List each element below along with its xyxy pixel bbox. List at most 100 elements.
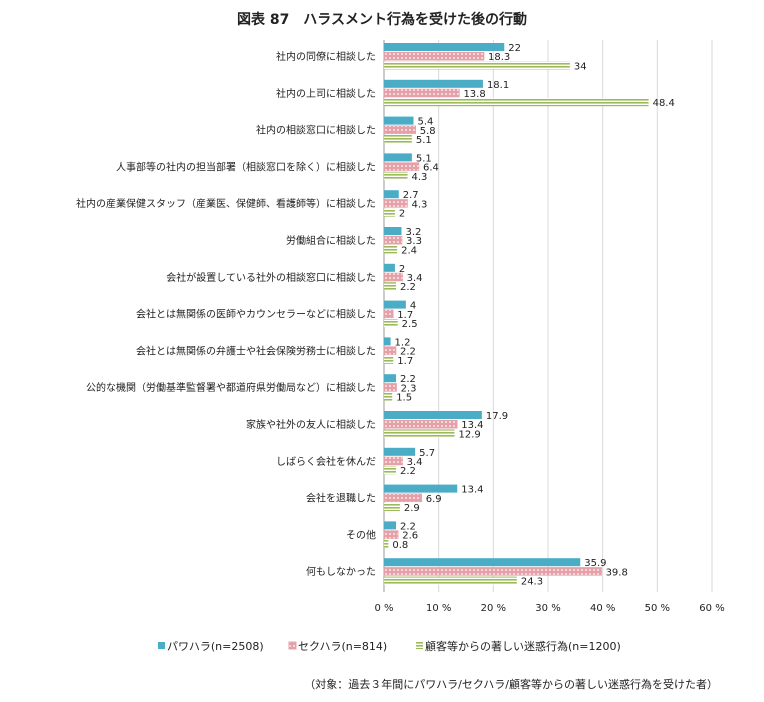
data-label: 48.4 [653, 98, 675, 109]
data-label: 2.3 [401, 383, 417, 394]
data-label: 5.8 [420, 126, 436, 137]
x-tick-label: 50 % [645, 603, 670, 614]
bar [384, 558, 581, 567]
data-label: 5.7 [419, 448, 435, 459]
chart-title: 図表 87 ハラスメント行為を受けた後の行動 [237, 11, 527, 28]
category-label: しばらく会社を休んだ [276, 455, 376, 468]
bar [383, 346, 397, 355]
data-label: 13.4 [461, 485, 483, 496]
bar [383, 383, 397, 392]
data-label: 2 [399, 209, 405, 220]
data-label: 2.2 [400, 282, 416, 293]
x-tick-label: 20 % [481, 603, 506, 614]
bar [384, 337, 391, 346]
data-label: 4.3 [412, 172, 428, 183]
data-label: 2.2 [400, 374, 416, 385]
x-tick-label: 40 % [590, 603, 615, 614]
data-label: 13.8 [463, 89, 485, 100]
data-label: 24.3 [521, 577, 543, 588]
bar [384, 411, 482, 419]
legend-swatch [416, 642, 423, 649]
legend-swatch [288, 641, 297, 650]
data-label: 3.3 [406, 236, 422, 247]
data-label: 2.5 [402, 319, 418, 330]
bar [384, 374, 397, 383]
x-tick-label: 0 % [374, 603, 393, 614]
bar [384, 43, 505, 51]
data-label: 5.1 [416, 153, 432, 164]
data-label: 2 [399, 264, 405, 275]
data-label: 2.9 [404, 503, 420, 514]
bar [384, 171, 408, 180]
category-label: 社内の相談窓口に相談した [256, 124, 376, 137]
bar [384, 263, 395, 272]
data-label: 6.4 [423, 163, 439, 174]
bar [384, 503, 400, 511]
data-label: 4.3 [412, 199, 428, 210]
data-label: 2.6 [402, 531, 418, 542]
bar [384, 447, 416, 456]
bar [383, 272, 403, 282]
data-label: 1.2 [395, 337, 411, 348]
category-label: 社内の産業保健スタッフ（産業医、保健師、看護師等）に相談した [76, 197, 376, 210]
x-tick-label: 60 % [699, 603, 724, 614]
bar [383, 530, 399, 539]
bar [384, 319, 398, 327]
legend-swatch [158, 642, 165, 649]
data-label: 5.1 [416, 135, 432, 146]
bar [384, 484, 458, 493]
category-label: 公的な機関（労働基準監督署や都道府県労働局など）に相談した [86, 381, 376, 394]
bar [384, 116, 414, 125]
bar [384, 135, 412, 143]
data-label: 35.9 [584, 558, 606, 569]
bar [384, 521, 397, 530]
data-label: 13.4 [461, 420, 483, 431]
category-label: 何もしなかった [306, 565, 376, 578]
bar [383, 162, 420, 171]
category-label: 社内の上司に相談した [276, 87, 376, 100]
x-tick-label: 30 % [535, 603, 560, 614]
bar [384, 576, 517, 585]
data-label: 0.8 [392, 540, 408, 551]
data-label: 34 [574, 61, 587, 72]
bar [384, 208, 395, 217]
legend-label: 顧客等からの著しい迷惑行為(n=1200) [425, 639, 621, 653]
category-label: 社内の同僚に相談した [276, 50, 376, 63]
bar [383, 493, 422, 503]
bar [384, 245, 398, 254]
data-label: 2.7 [403, 190, 419, 201]
category-label: 家族や社外の友人に相談した [246, 418, 376, 431]
bar [383, 51, 485, 61]
bar [384, 355, 394, 364]
data-label: 39.8 [606, 567, 628, 578]
data-label: 5.4 [418, 117, 434, 128]
bar [383, 125, 416, 135]
data-label: 1.7 [397, 310, 413, 321]
bar [384, 466, 397, 475]
bar [383, 309, 394, 319]
bar [383, 456, 403, 466]
bar [384, 392, 393, 401]
footnote: （対象：過去３年間にパワハラ/セクハラ/顧客等からの著しい迷惑行為を受けた者） [304, 677, 718, 691]
legend-label: パワハラ(n=2508) [167, 640, 264, 653]
category-label: 人事部等の社内の担当部署（相談窓口を除く）に相談した [116, 160, 376, 173]
data-label: 3.4 [407, 273, 423, 284]
category-label: 会社が設置している社外の相談窓口に相談した [166, 271, 376, 284]
data-label: 2.2 [400, 347, 416, 358]
category-label: 労働組合に相談した [286, 234, 376, 247]
category-label: 会社とは無関係の医師やカウンセラーなどに相談した [136, 308, 376, 321]
bar [383, 419, 458, 429]
bar [384, 153, 412, 162]
bar [384, 227, 402, 235]
bar [384, 61, 570, 70]
bar [384, 79, 483, 88]
x-tick-label: 10 % [426, 603, 451, 614]
data-label: 2.2 [400, 466, 416, 477]
data-label: 2.2 [400, 521, 416, 532]
category-label: 会社を退職した [306, 492, 376, 505]
data-label: 3.2 [405, 227, 421, 238]
bar [383, 235, 403, 245]
data-label: 1.5 [396, 393, 412, 404]
data-label: 3.4 [407, 457, 423, 468]
